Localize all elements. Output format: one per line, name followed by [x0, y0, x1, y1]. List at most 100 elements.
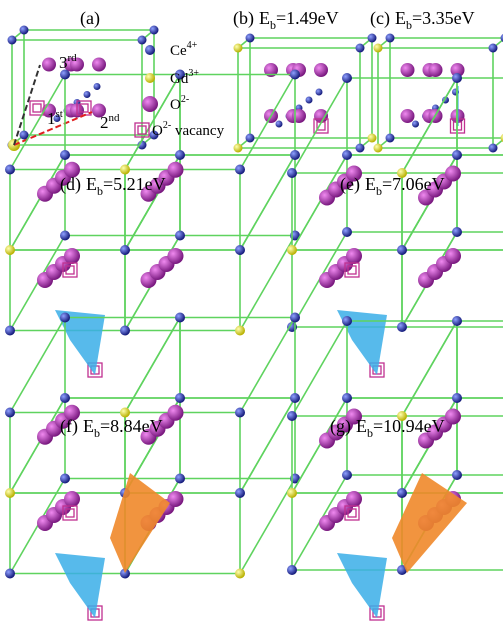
atom: [412, 121, 419, 128]
cell-edge: [292, 321, 347, 416]
atom: [235, 569, 245, 579]
atom: [175, 393, 185, 403]
atom: [368, 34, 377, 43]
legend-entry: O2- vacancy: [152, 120, 225, 139]
figure: (a)(b)Eb=1.49eV(c)Eb=3.35eV(d)Eb=5.21eV(…: [0, 0, 503, 640]
atom: [60, 313, 70, 323]
atom: [290, 393, 300, 403]
legend-entry: O2-: [170, 94, 189, 113]
atom: [316, 89, 323, 96]
atom: [314, 63, 328, 77]
atom: [235, 165, 245, 175]
atom: [342, 73, 352, 83]
atom: [290, 70, 300, 80]
atom: [5, 326, 15, 336]
cell-edge: [10, 75, 65, 170]
atom: [64, 248, 80, 264]
atom: [342, 150, 352, 160]
cell-edge: [292, 398, 347, 493]
atom: [246, 34, 255, 43]
atom: [120, 326, 130, 336]
atom: [452, 227, 462, 237]
atom: [292, 109, 306, 123]
atom: [94, 83, 101, 90]
ordinal: st: [56, 108, 63, 120]
cell-edge: [402, 321, 457, 416]
energy-symbol: E: [83, 416, 94, 436]
atom: [8, 36, 17, 45]
atom: [342, 470, 352, 480]
atom: [374, 44, 383, 53]
atom: [235, 326, 245, 336]
atom: [452, 150, 462, 160]
ion: Gd: [170, 71, 189, 87]
atom: [397, 488, 407, 498]
atom: [489, 44, 498, 53]
legend-entry: Gd3+: [170, 68, 199, 87]
atom: [401, 109, 415, 123]
atom: [175, 150, 185, 160]
energy-symbol: E: [356, 416, 367, 436]
charge: 3+: [188, 68, 199, 79]
atom: [5, 488, 15, 498]
atom: [445, 409, 461, 425]
ion: O: [170, 97, 181, 113]
polyhedron: [337, 553, 387, 618]
energy-value: =7.06eV: [382, 174, 445, 194]
panel-label: (b): [233, 8, 254, 29]
atom: [120, 165, 130, 175]
panel-label: (d): [60, 174, 81, 195]
structures: [5, 26, 503, 621]
atom: [20, 131, 29, 140]
energy-symbol: E: [395, 8, 406, 28]
cell-edge: [292, 155, 347, 250]
atom: [397, 322, 407, 332]
energy-symbol: E: [259, 8, 270, 28]
atom: [452, 470, 462, 480]
cell-edge: [10, 318, 65, 413]
atom: [429, 63, 443, 77]
atom: [20, 26, 29, 35]
atom: [142, 96, 158, 112]
atom: [150, 26, 159, 35]
cell-edge: [240, 236, 295, 331]
panel-label: (f): [60, 416, 78, 437]
atom: [235, 408, 245, 418]
charge: 4+: [187, 40, 198, 51]
atom: [120, 245, 130, 255]
charge: 2-: [163, 120, 171, 131]
atom: [84, 91, 91, 98]
polyhedron: [392, 473, 467, 573]
energy-value: =5.21eV: [103, 174, 166, 194]
atom: [175, 231, 185, 241]
atom: [5, 245, 15, 255]
polyhedron: [110, 473, 170, 573]
atom: [397, 245, 407, 255]
atom: [342, 316, 352, 326]
atom: [290, 313, 300, 323]
cell-edge: [240, 479, 295, 574]
atom: [287, 488, 297, 498]
atom: [60, 393, 70, 403]
atom: [290, 150, 300, 160]
atom: [145, 45, 155, 55]
panel-title: (c)Eb=3.35eV: [370, 8, 475, 32]
ordinal: nd: [109, 112, 121, 124]
atom: [287, 168, 297, 178]
cell-edge: [402, 78, 457, 173]
vacancy: [33, 104, 41, 112]
atom: [175, 313, 185, 323]
atom: [342, 393, 352, 403]
atom: [5, 408, 15, 418]
ion: Ce: [170, 43, 187, 59]
atom: [368, 134, 377, 143]
panel-label: (a): [80, 8, 100, 29]
atom: [356, 44, 365, 53]
ion: O: [152, 123, 163, 139]
legend-entry: Ce4+: [170, 40, 198, 59]
ordinal: rd: [68, 52, 78, 64]
atom: [386, 34, 395, 43]
atom: [60, 474, 70, 484]
atom: [145, 73, 155, 83]
number: 3: [59, 53, 68, 72]
